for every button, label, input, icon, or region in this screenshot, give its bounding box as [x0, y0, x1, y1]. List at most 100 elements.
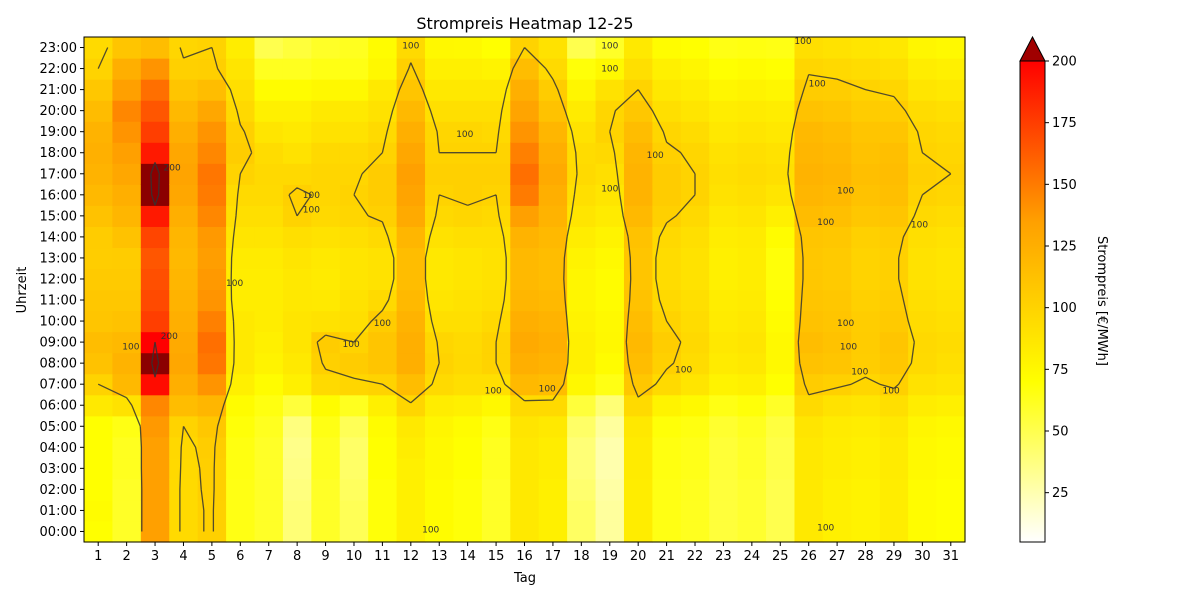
heatmap-cell: [481, 310, 511, 333]
heatmap-cell: [908, 310, 938, 333]
heatmap-cell: [879, 163, 909, 185]
heatmap-cell: [794, 457, 824, 480]
heatmap-cell: [311, 58, 341, 80]
heatmap-cell: [112, 142, 142, 164]
contour-label: 100: [675, 366, 692, 376]
heatmap-cell: [282, 436, 312, 459]
heatmap-cell: [169, 247, 199, 270]
heatmap-cell: [396, 478, 426, 501]
heatmap-cell: [481, 436, 511, 459]
contour-label: 100: [601, 41, 618, 51]
heatmap-cell: [595, 58, 625, 80]
heatmap-cell: [879, 352, 909, 375]
heatmap-cell: [112, 121, 142, 143]
heatmap-cell: [538, 310, 568, 333]
contour-label: 100: [794, 37, 811, 47]
heatmap-cell: [226, 373, 256, 396]
heatmap-cell: [197, 436, 227, 459]
x-tick-label: 15: [488, 549, 505, 564]
heatmap-cell: [623, 457, 653, 480]
heatmap-cell: [680, 394, 710, 417]
y-tick-label: 09:00: [40, 336, 77, 351]
heatmap-cell: [510, 478, 540, 501]
heatmap-cell: [140, 79, 170, 101]
heatmap-cell: [908, 373, 938, 396]
y-tick-label: 00:00: [40, 525, 77, 540]
heatmap-cell: [169, 436, 199, 459]
heatmap-cell: [396, 205, 426, 227]
heatmap-cell: [567, 247, 597, 270]
heatmap-cell: [766, 121, 796, 143]
heatmap-cell: [311, 247, 341, 270]
heatmap-cell: [595, 415, 625, 438]
heatmap-cell: [169, 373, 199, 396]
heatmap-cell: [822, 142, 852, 164]
heatmap-cell: [908, 163, 938, 185]
heatmap-cell: [112, 352, 142, 375]
heatmap-cell: [851, 163, 881, 185]
heatmap-cell: [510, 268, 540, 291]
heatmap-cell: [766, 436, 796, 459]
chart-title: Strompreis Heatmap 12-25: [416, 14, 633, 33]
heatmap-cell: [425, 520, 455, 543]
heatmap-cell: [254, 142, 284, 164]
x-tick-label: 26: [800, 549, 817, 564]
heatmap-cell: [254, 352, 284, 375]
heatmap-cell: [908, 478, 938, 501]
heatmap-cell: [595, 520, 625, 543]
heatmap-cell: [879, 415, 909, 438]
heatmap-cell: [425, 436, 455, 459]
heatmap-cell: [481, 268, 511, 291]
heatmap-cell: [538, 457, 568, 480]
heatmap-cell: [282, 457, 312, 480]
heatmap-cell: [169, 226, 199, 249]
heatmap-cell: [339, 373, 369, 396]
heatmap-cell: [794, 436, 824, 459]
heatmap-cell: [623, 331, 653, 354]
heatmap-cell: [766, 352, 796, 375]
heatmap-cell: [567, 373, 597, 396]
heatmap-cell: [709, 499, 739, 522]
heatmap-cell: [197, 289, 227, 312]
heatmap-cell: [197, 58, 227, 80]
heatmap-cell: [282, 37, 312, 59]
heatmap-cell: [282, 394, 312, 417]
heatmap-cell: [282, 226, 312, 249]
contour-line-200: [150, 162, 160, 378]
colorbar-extend-arrow: [1019, 35, 1046, 62]
x-tick-label: 2: [122, 549, 130, 564]
heatmap-cell: [652, 205, 682, 227]
heatmap-cell: [112, 226, 142, 249]
heatmap-cell: [623, 37, 653, 59]
contour-label: 100: [422, 525, 439, 535]
heatmap-cell: [282, 331, 312, 354]
heatmap-cell: [112, 289, 142, 312]
heatmap-cell: [538, 268, 568, 291]
heatmap-cell: [595, 373, 625, 396]
heatmap-cell: [84, 121, 114, 143]
heatmap-cell: [680, 373, 710, 396]
heatmap-cell: [481, 58, 511, 80]
heatmap-cell: [140, 289, 170, 312]
heatmap-cell: [311, 142, 341, 164]
heatmap-cell: [140, 520, 170, 543]
heatmap-cell: [794, 37, 824, 59]
heatmap-cell: [197, 499, 227, 522]
heatmap-cell: [623, 226, 653, 249]
heatmap-cell: [595, 37, 625, 59]
heatmap-cell: [680, 478, 710, 501]
heatmap-cell: [936, 37, 966, 59]
heatmap-cell: [368, 37, 398, 59]
heatmap-cell: [567, 457, 597, 480]
heatmap-cell: [709, 100, 739, 122]
heatmap-cell: [254, 331, 284, 354]
heatmap-cell: [737, 58, 767, 80]
heatmap-cell: [538, 37, 568, 59]
heatmap-cell: [140, 184, 170, 206]
heatmap-cell: [737, 247, 767, 270]
heatmap-cell: [510, 499, 540, 522]
heatmap-cell: [84, 247, 114, 270]
heatmap-cell: [112, 478, 142, 501]
heatmap-cell: [169, 142, 199, 164]
heatmap-cell: [282, 310, 312, 333]
